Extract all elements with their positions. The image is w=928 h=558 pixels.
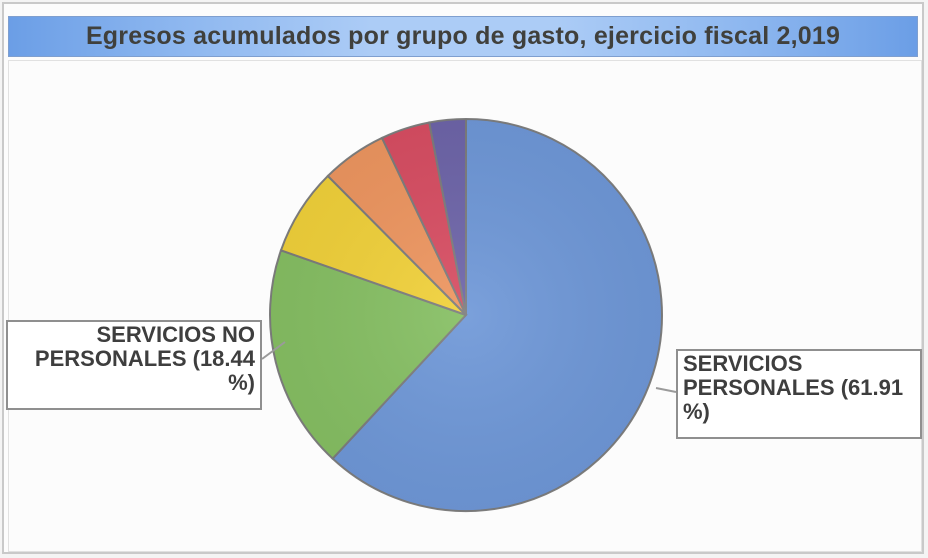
pie-chart	[261, 117, 677, 512]
leader-line-servicios-personales	[655, 387, 677, 393]
title-bar: Egresos acumulados por grupo de gasto, e…	[8, 16, 918, 57]
slice-label-servicios-no-personales: SERVICIOS NO PERSONALES (18.44 %)	[6, 320, 262, 410]
slice-label-text: SERVICIOS PERSONALES (61.91 %)	[683, 351, 904, 424]
pie-shading	[270, 119, 662, 511]
chart-area	[8, 60, 922, 552]
slice-label-text: SERVICIOS NO PERSONALES (18.44 %)	[34, 322, 255, 395]
slice-label-servicios-personales: SERVICIOS PERSONALES (61.91 %)	[676, 349, 922, 439]
chart-title: Egresos acumulados por grupo de gasto, e…	[85, 22, 841, 50]
leader-line-servicios-no-personales	[261, 341, 286, 360]
